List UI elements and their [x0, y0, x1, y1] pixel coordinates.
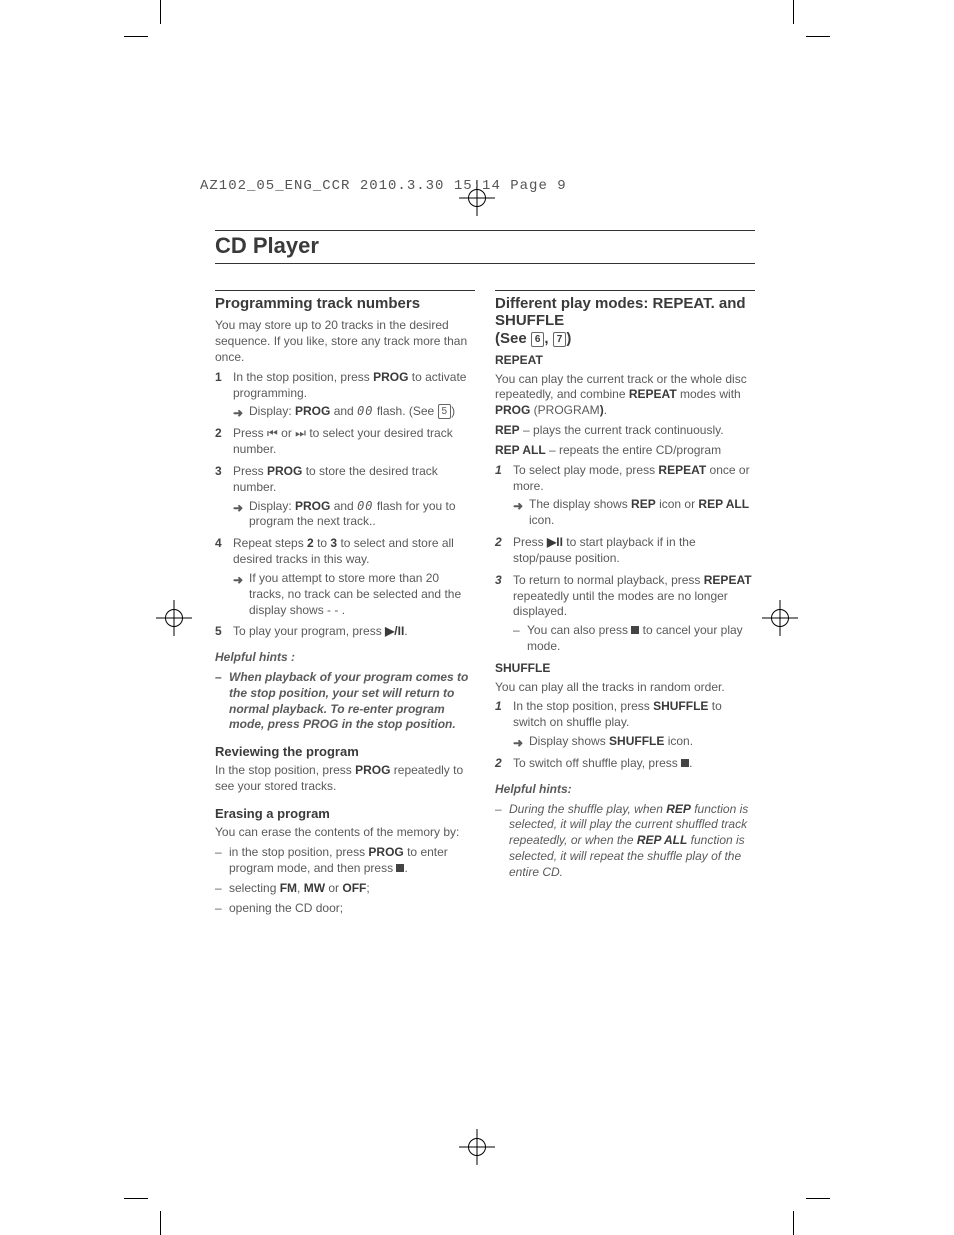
step-3: 3 Press PROG to store the desired track …	[215, 464, 475, 530]
crop-mark	[793, 1211, 794, 1235]
erasing-intro: You can erase the contents of the memory…	[215, 825, 475, 841]
step-5: 5 To play your program, press ▶/II.	[215, 624, 475, 640]
hints-heading-right: Helpful hints:	[495, 782, 755, 798]
shuffle-step-2: 2 To switch off shuffle play, press .	[495, 756, 755, 772]
crop-mark	[793, 0, 794, 24]
rep-line: REP – plays the current track continuous…	[495, 423, 755, 439]
registration-mark	[762, 600, 798, 636]
repeat-intro: You can play the current track or the wh…	[495, 372, 755, 419]
registration-mark	[459, 1129, 495, 1165]
repeat-heading: REPEAT	[495, 353, 755, 369]
erase-option-3: opening the CD door;	[215, 901, 475, 917]
hints-heading: Helpful hints :	[215, 650, 475, 666]
repeat-step-3: 3 To return to normal playback, press RE…	[495, 573, 755, 655]
step-1: 1 In the stop position, press PROG to ac…	[215, 370, 475, 420]
crop-mark	[160, 0, 161, 24]
shuffle-intro: You can play all the tracks in random or…	[495, 680, 755, 696]
print-header-line: AZ102_05_ENG_CCR 2010.3.30 15:14 Page 9	[200, 178, 567, 194]
repeat-steps: 1 To select play mode, press REPEAT once…	[495, 463, 755, 655]
crop-mark	[124, 1198, 148, 1199]
page-title: CD Player	[215, 230, 755, 264]
repeat-step-1: 1 To select play mode, press REPEAT once…	[495, 463, 755, 529]
crop-mark	[806, 36, 830, 37]
erase-option-1: in the stop position, press PROG to ente…	[215, 845, 475, 877]
step-2: 2 Press ⏮ or ⏭ to select your desired tr…	[215, 426, 475, 458]
shuffle-hint: During the shuffle play, when REP functi…	[495, 802, 755, 881]
shuffle-steps: 1 In the stop position, press SHUFFLE to…	[495, 699, 755, 771]
left-column: Programming track numbers You may store …	[215, 290, 475, 920]
shuffle-step-1-result: ➜ Display shows SHUFFLE icon.	[513, 734, 755, 750]
step-4: 4 Repeat steps 2 to 3 to select and stor…	[215, 536, 475, 618]
crop-mark	[806, 1198, 830, 1199]
erasing-heading: Erasing a program	[215, 805, 475, 822]
programming-steps: 1 In the stop position, press PROG to ac…	[215, 370, 475, 640]
section-heading-programming: Programming track numbers	[215, 290, 475, 312]
shuffle-heading: SHUFFLE	[495, 661, 755, 677]
repeat-step-1-result: ➜ The display shows REP icon or REP ALL …	[513, 497, 755, 529]
crop-mark	[160, 1211, 161, 1235]
step-1-result: ➜ Display: PROG and 00 flash. (See 5)	[233, 404, 475, 420]
step-4-note: ➜ If you attempt to store more than 20 t…	[233, 571, 475, 618]
erase-option-2: selecting FM, MW or OFF;	[215, 881, 475, 897]
repeat-step-3-note: You can also press to cancel your play m…	[513, 623, 755, 655]
section-heading-modes: Different play modes: REPEAT. and SHUFFL…	[495, 290, 755, 347]
step-3-result: ➜ Display: PROG and 00 flash for you to …	[233, 499, 475, 531]
shuffle-step-1: 1 In the stop position, press SHUFFLE to…	[495, 699, 755, 749]
programming-intro: You may store up to 20 tracks in the des…	[215, 318, 475, 365]
reviewing-heading: Reviewing the program	[215, 743, 475, 760]
hint-text: When playback of your program comes to t…	[215, 670, 475, 733]
stop-icon	[681, 759, 689, 767]
crop-mark	[124, 36, 148, 37]
reviewing-text: In the stop position, press PROG repeate…	[215, 763, 475, 795]
rep-all-line: REP ALL – repeats the entire CD/program	[495, 443, 755, 459]
registration-mark	[156, 600, 192, 636]
page-content: CD Player Programming track numbers You …	[215, 230, 755, 920]
repeat-step-2: 2 Press ▶II to start playback if in the …	[495, 535, 755, 567]
right-column: Different play modes: REPEAT. and SHUFFL…	[495, 290, 755, 920]
